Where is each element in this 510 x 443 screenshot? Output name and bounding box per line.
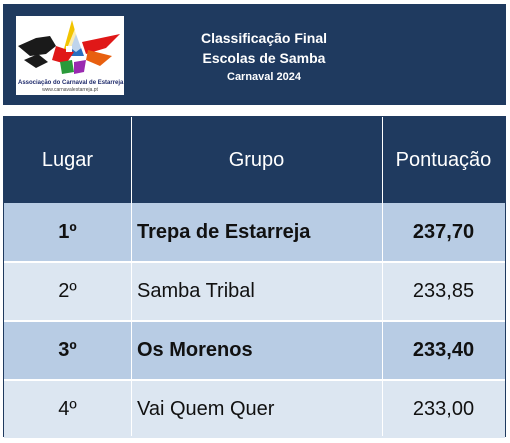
table-row: 2º Samba Tribal 233,85 <box>4 262 505 320</box>
column-header-score: Pontuação <box>395 148 492 171</box>
classification-table: Lugar Grupo Pontuação 1º Trepa de Estarr… <box>3 116 506 438</box>
carnival-logo: Associação do Carnaval de Estarreja www.… <box>16 16 124 95</box>
table-row: 3º Os Morenos 233,40 <box>4 321 505 379</box>
column-divider <box>131 117 132 436</box>
table-header-row: Lugar Grupo Pontuação <box>4 117 505 203</box>
row-group: Os Morenos <box>137 338 253 361</box>
row-group: Trepa de Estarreja <box>137 220 311 243</box>
page-subtitle: Escolas de Samba <box>202 50 326 66</box>
table-row: 1º Trepa de Estarreja 237,70 <box>4 203 505 261</box>
row-divider <box>4 321 505 322</box>
row-place: 3º <box>58 338 77 361</box>
page-title: Classificação Final <box>200 30 328 46</box>
row-score: 237,70 <box>412 220 475 243</box>
column-header-place: Lugar <box>41 148 94 171</box>
row-group: Samba Tribal <box>137 279 255 302</box>
row-score: 233,85 <box>412 279 475 302</box>
row-divider <box>4 262 505 263</box>
carnival-mask-icon <box>18 20 120 74</box>
column-divider <box>382 117 383 436</box>
row-group: Vai Quem Quer <box>137 397 275 420</box>
edition-label: Carnaval 2024 <box>227 71 301 83</box>
row-divider <box>4 380 505 381</box>
logo-caption: Associação do Carnaval de Estarreja <box>18 80 124 86</box>
logo-url: www.carnavalestarreja.pt <box>42 87 98 93</box>
row-place: 4º <box>58 397 77 420</box>
row-place: 2º <box>58 279 77 302</box>
row-score: 233,40 <box>412 338 475 361</box>
column-header-group: Grupo <box>228 148 285 171</box>
table-row: 4º Vai Quem Quer 233,00 <box>4 380 505 438</box>
row-score: 233,00 <box>412 397 475 420</box>
row-place: 1º <box>58 220 77 243</box>
header-banner: Associação do Carnaval de Estarreja www.… <box>3 4 506 105</box>
header-titles: Classificação Final Escolas de Samba Car… <box>143 28 385 86</box>
